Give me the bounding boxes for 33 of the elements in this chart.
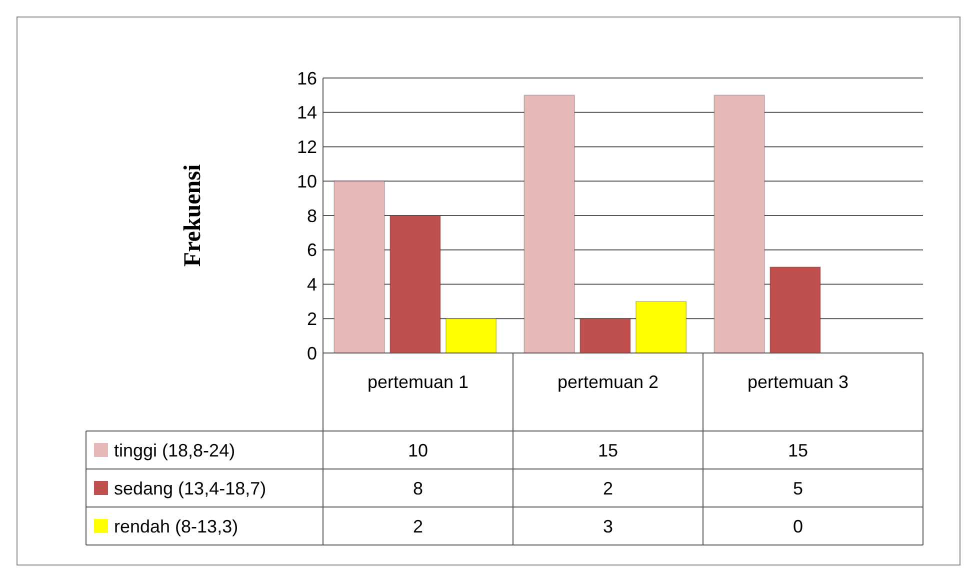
y-tick-label: 4 xyxy=(306,274,317,295)
bar xyxy=(524,94,575,354)
y-tick-label: 16 xyxy=(296,68,317,88)
data-label: 0 xyxy=(792,516,804,536)
y-tick-label: 14 xyxy=(296,102,317,123)
y-tick-label: 0 xyxy=(306,343,317,364)
data-label: 2 xyxy=(412,516,424,536)
bar xyxy=(334,180,385,354)
bar xyxy=(770,266,821,354)
bar xyxy=(714,94,765,354)
x-tick-label: pertemuan 1 xyxy=(367,372,469,392)
x-tick-label: pertemuan 2 xyxy=(557,372,659,392)
bar xyxy=(580,318,631,354)
y-tick-label: 12 xyxy=(296,137,317,158)
data-label: 10 xyxy=(408,440,428,460)
legend-label: rendah (8-13,3) xyxy=(114,516,238,536)
y-tick-label: 10 xyxy=(296,171,317,192)
data-label: 3 xyxy=(602,516,614,536)
y-tick-label: 2 xyxy=(306,308,317,329)
bar xyxy=(445,318,497,354)
legend-label: tinggi (18,8-24) xyxy=(114,440,236,460)
data-label: 15 xyxy=(598,440,618,460)
y-axis-title: Frekuensi xyxy=(180,164,206,267)
data-label: 15 xyxy=(788,440,808,460)
data-label: 2 xyxy=(602,478,614,498)
bar xyxy=(635,300,687,354)
bar xyxy=(390,215,441,354)
y-tick-label: 8 xyxy=(306,206,317,226)
x-tick-label: pertemuan 3 xyxy=(747,372,849,392)
data-label: 8 xyxy=(412,478,424,498)
legend-label: sedang (13,4-18,7) xyxy=(114,478,266,498)
y-tick-label: 6 xyxy=(306,240,317,260)
data-label: 5 xyxy=(792,478,804,498)
